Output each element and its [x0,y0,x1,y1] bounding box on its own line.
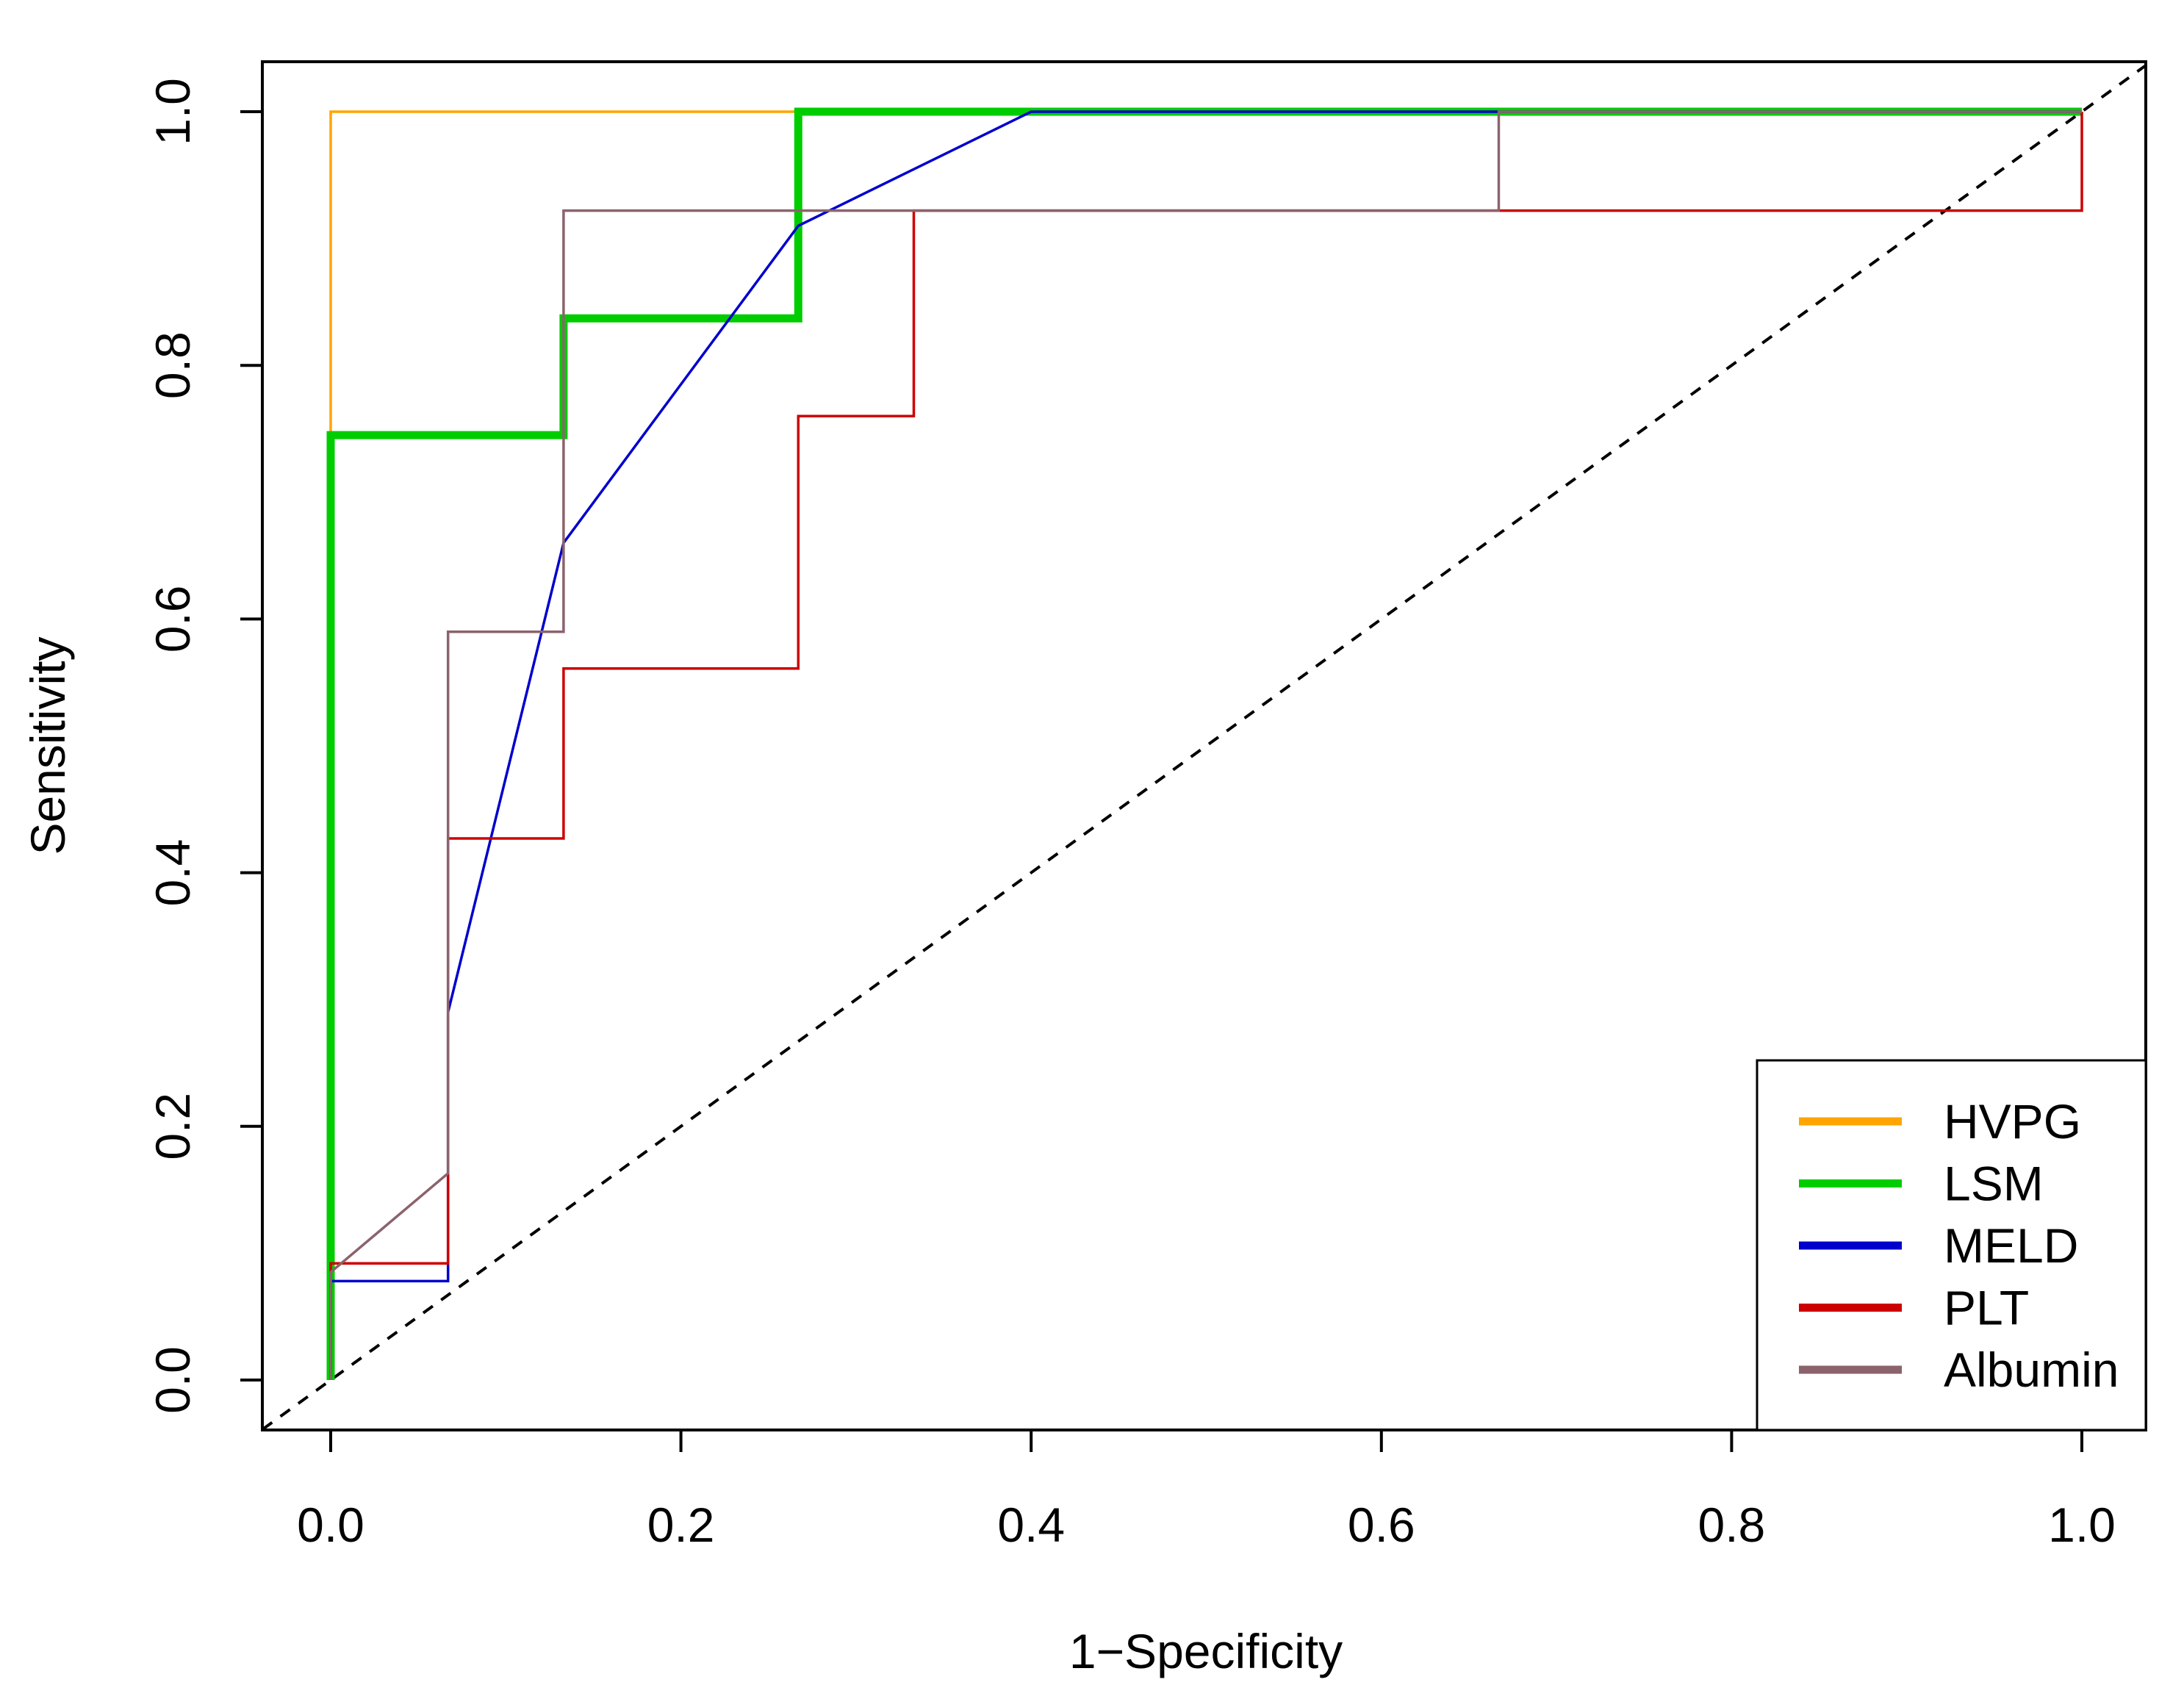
y-tick-label: 0.2 [146,1093,200,1160]
series-line-meld [329,110,2082,1380]
y-tick-label: 0.6 [146,586,200,653]
y-tick-label: 1.0 [146,78,200,145]
legend-label-plt: PLT [1944,1281,2029,1335]
x-tick-label: 1.0 [2048,1498,2116,1552]
y-axis-title: Sensitivity [21,636,75,855]
x-tick-label: 0.2 [647,1498,715,1552]
y-axis: 0.0 0.2 0.4 0.6 0.8 1.0 [146,78,264,1414]
y-tick-label: 0.8 [146,331,200,399]
legend-label-lsm: LSM [1944,1157,2044,1211]
x-axis: 0.0 0.2 0.4 0.6 0.8 1.0 [297,1429,2116,1552]
legend-label-albumin: Albumin [1944,1343,2119,1397]
x-axis-title: 1−Specificity [1069,1624,1343,1678]
x-tick-label: 0.6 [1348,1498,1415,1552]
x-tick-label: 0.4 [997,1498,1065,1552]
series-line-albumin [329,110,2082,1380]
plot-area [262,63,2146,1430]
legend-label-hvpg: HVPG [1944,1094,2081,1149]
y-tick-label: 0.0 [146,1346,200,1414]
x-tick-label: 0.0 [297,1498,364,1552]
y-tick-label: 0.4 [146,839,200,907]
legend: HVPG LSM MELD PLT Albumin [1756,1059,2147,1431]
legend-label-meld: MELD [1944,1218,2078,1273]
x-tick-label: 0.8 [1698,1498,1766,1552]
